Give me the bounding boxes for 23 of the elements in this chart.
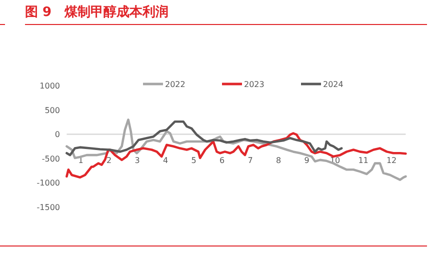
y-tick-label: -1000: [36, 178, 60, 188]
legend-label: 2024: [323, 80, 344, 89]
x-tick-label: 7: [248, 156, 253, 166]
chart-title: 图 9 煤制甲醇成本利润: [25, 4, 169, 20]
line-series: [66, 132, 407, 179]
x-tick-label: 4: [163, 156, 168, 166]
x-tick-label: 8: [276, 156, 282, 166]
legend-label: 2023: [244, 80, 264, 89]
x-tick-label: 11: [358, 156, 368, 166]
x-tick-label: 9: [304, 156, 310, 166]
line-series: [66, 120, 343, 156]
x-tick-label: 3: [134, 156, 140, 166]
x-tick-label: 5: [191, 156, 196, 166]
x-tick-label: 6: [220, 156, 225, 166]
x-tick-label: 12: [386, 156, 397, 166]
x-tick-label: 2: [106, 156, 112, 166]
y-tick-label: -500: [42, 154, 60, 164]
legend-label: 2022: [165, 80, 186, 89]
y-tick-label: 1000: [40, 82, 60, 91]
y-tick-label: 0: [54, 130, 60, 140]
line-series: [66, 118, 407, 181]
y-tick-label: -1500: [36, 203, 60, 212]
y-tick-label: 500: [44, 106, 60, 115]
